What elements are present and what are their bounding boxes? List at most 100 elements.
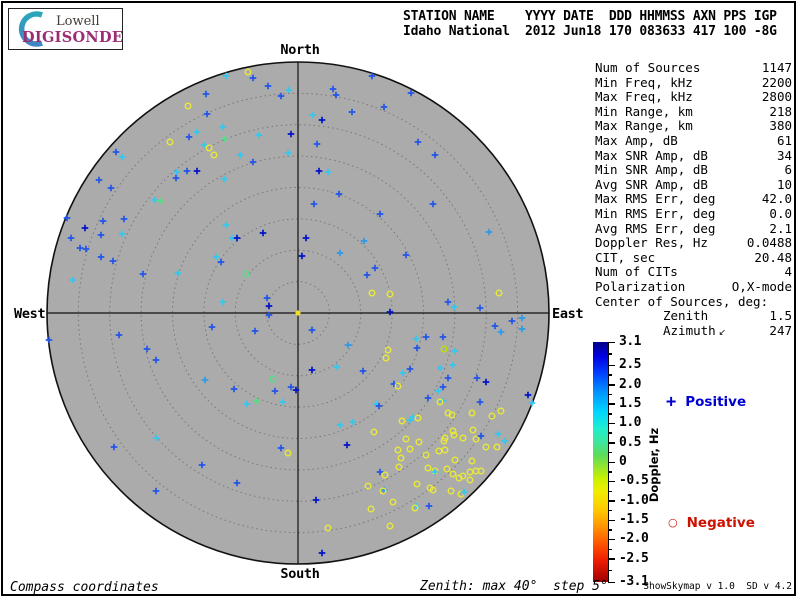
source-positive-marker [139, 270, 147, 278]
source-negative-marker [436, 398, 444, 406]
plus-marker-icon: + [666, 392, 677, 412]
source-positive-marker [318, 116, 326, 124]
source-negative-marker [441, 446, 449, 454]
source-positive-marker [336, 249, 344, 257]
source-negative-marker [459, 472, 467, 480]
stat-row: Max Range, km 380 [595, 119, 792, 134]
source-positive-marker [436, 364, 444, 372]
source-negative-marker [370, 428, 378, 436]
source-positive-marker [193, 167, 201, 175]
stat-value: 2.1 [769, 220, 792, 236]
stat-row: Num of Sources 1147 [595, 60, 792, 76]
source-negative-marker [397, 454, 405, 462]
source-negative-marker [411, 504, 419, 512]
colorbar-tick-label: -0.5 [619, 473, 649, 489]
source-positive-marker [277, 444, 285, 452]
source-positive-marker [386, 308, 394, 316]
stat-label: Max Range, km [595, 118, 693, 134]
source-positive-marker [198, 461, 206, 469]
stat-value: 61 [776, 132, 792, 148]
source-positive-marker [349, 418, 357, 426]
source-negative-marker [450, 431, 458, 439]
source-positive-marker [118, 153, 126, 161]
source-positive-marker [482, 378, 490, 386]
stat-label: Zenith [663, 308, 709, 324]
stat-value: 0.0488 [746, 235, 792, 251]
source-negative-marker [469, 426, 477, 434]
legend-positive-label: Positive [685, 394, 747, 410]
source-positive-marker [109, 257, 117, 265]
stat-label: CIT, sec [595, 249, 656, 265]
source-positive-marker [431, 151, 439, 159]
colorbar-minor-tick [608, 393, 612, 396]
source-positive-marker [413, 344, 421, 352]
source-positive-marker [263, 294, 271, 302]
source-positive-marker [343, 441, 351, 449]
stat-row: Max Freq, kHz 2800 [595, 90, 792, 105]
source-positive-marker [494, 430, 502, 438]
source-positive-marker [251, 327, 259, 335]
stat-label: Max SNR Amp, dB [595, 147, 708, 163]
source-positive-marker [315, 167, 323, 175]
stat-value: 0.0 [769, 205, 792, 221]
compass-label-east: East [552, 306, 584, 322]
source-positive-marker [152, 487, 160, 495]
source-positive-marker [444, 298, 452, 306]
legend-negative-label: Negative [686, 515, 755, 531]
source-positive-marker [363, 271, 371, 279]
colorbar-tick-label: -1.0 [619, 492, 649, 508]
stat-row: Min SNR Amp, dB 6 [595, 163, 792, 178]
logo-crescent-icon [18, 11, 43, 47]
source-negative-marker [394, 382, 402, 390]
source-negative-marker [210, 151, 218, 159]
colorbar-major-tick [608, 341, 615, 343]
source-positive-marker [424, 394, 432, 402]
source-positive-marker [118, 230, 126, 238]
source-positive-marker [439, 333, 447, 341]
source-positive-marker [265, 302, 273, 310]
colorbar-tick-label: 3.1 [619, 334, 641, 349]
source-positive-marker [412, 335, 420, 343]
colorbar-minor-tick [608, 490, 612, 493]
colorbar-major-tick [608, 422, 615, 425]
stat-row: CIT, sec 20.48 [595, 249, 792, 266]
source-positive-marker [110, 443, 118, 451]
colorbar-tick-label: 0.5 [619, 434, 641, 450]
source-positive-marker [477, 432, 485, 440]
stat-label: Min Freq, kHz [595, 74, 693, 90]
source-negative-marker [398, 417, 406, 425]
stat-label: Azimuth ↙ [663, 322, 727, 338]
stat-label: Max RMS Err, deg [595, 191, 716, 207]
source-positive-marker [97, 253, 105, 261]
source-negative-marker [384, 346, 392, 354]
stat-row: Min RMS Err, deg 0.0 [595, 205, 792, 222]
source-positive-marker [407, 89, 415, 97]
source-positive-marker [399, 369, 407, 377]
source-positive-marker [217, 258, 225, 266]
source-negative-marker [468, 409, 476, 417]
source-positive-marker [310, 200, 318, 208]
stat-label: Num of Sources [595, 60, 701, 75]
source-positive-marker [312, 496, 320, 504]
source-positive-marker [271, 387, 279, 395]
source-positive-marker [95, 176, 103, 184]
source-negative-marker [422, 451, 430, 459]
footer-version-note: ShowSkymap v 1.0 SD v 4.2 [643, 581, 792, 592]
source-positive-marker [376, 210, 384, 218]
colorbar-tick-label: 1.0 [619, 415, 641, 431]
source-positive-marker [222, 221, 230, 229]
source-positive-marker [444, 374, 452, 382]
source-positive-marker [298, 252, 306, 260]
stat-value: 2200 [761, 74, 792, 90]
colorbar-minor-tick [608, 353, 612, 355]
source-positive-marker [99, 217, 107, 225]
stat-value: 4 [784, 264, 792, 280]
source-positive-marker [518, 325, 526, 333]
source-positive-marker [476, 398, 484, 406]
stat-row: Avg RMS Err, deg 2.1 [595, 220, 792, 237]
stat-row: Min Freq, kHz 2200 [595, 74, 792, 91]
colorbar-major-tick [608, 500, 615, 502]
source-negative-marker [466, 476, 474, 484]
source-positive-marker [152, 434, 160, 442]
